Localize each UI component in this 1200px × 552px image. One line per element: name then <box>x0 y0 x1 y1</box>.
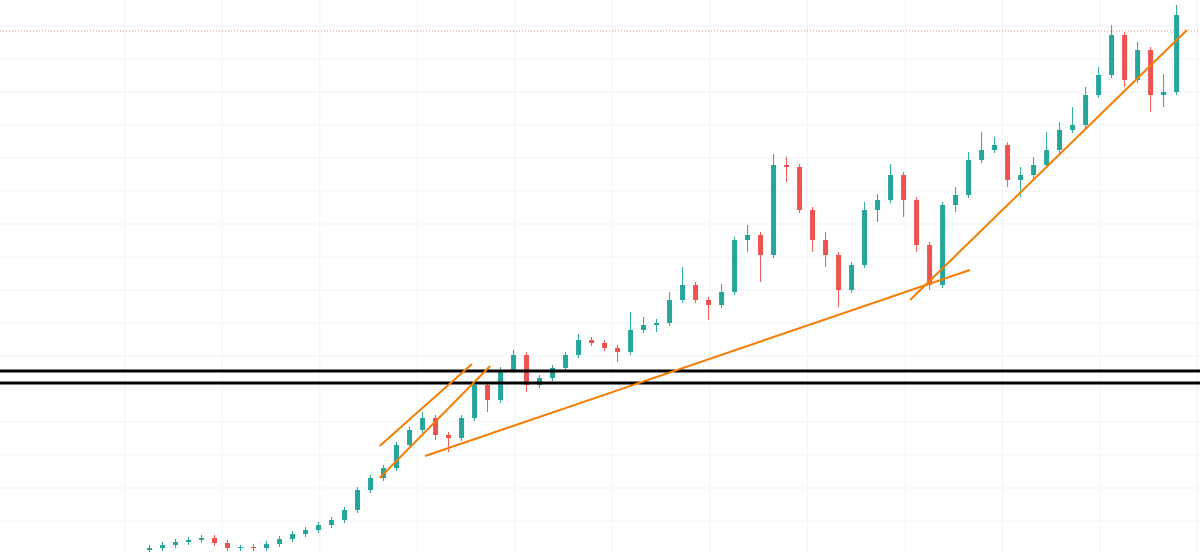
candle-body <box>823 240 829 255</box>
candle-body <box>1057 130 1063 150</box>
candle-body <box>290 534 296 539</box>
candle-body <box>264 544 270 548</box>
candle-body <box>147 548 153 550</box>
candle-body <box>1096 75 1102 95</box>
candle-body <box>680 285 686 300</box>
candle-body <box>862 210 868 265</box>
candle-body <box>472 385 478 418</box>
candle-body <box>550 368 556 378</box>
trend-line <box>378 365 491 479</box>
candle-body <box>1031 165 1037 175</box>
candle-body <box>563 355 569 368</box>
candle-body <box>368 478 374 490</box>
candle-body <box>225 543 231 548</box>
candle-body <box>745 235 751 240</box>
candle-body <box>1005 145 1011 180</box>
candle-body <box>303 530 309 534</box>
candle-body <box>901 175 907 200</box>
candle-body <box>1161 92 1167 95</box>
candle-body <box>849 265 855 290</box>
candle-body <box>446 435 452 438</box>
candle-body <box>277 539 283 544</box>
candle-body <box>173 542 179 545</box>
candle-body <box>953 195 959 205</box>
candle-body <box>615 348 621 352</box>
candle-body <box>342 510 348 520</box>
candle-body <box>1148 50 1154 95</box>
candle-body <box>433 418 439 435</box>
candle-body <box>1135 50 1141 80</box>
candle-body <box>641 325 647 330</box>
candle-body <box>355 490 361 510</box>
trend-line <box>909 29 1188 301</box>
candle-body <box>1109 35 1115 75</box>
candle-body <box>758 235 764 255</box>
candle-body <box>212 538 218 543</box>
candle-body <box>1122 35 1128 80</box>
candle-body <box>693 285 699 300</box>
candle-body <box>1174 15 1180 92</box>
candle-body <box>1018 175 1024 180</box>
candle-body <box>706 300 712 305</box>
candle-body <box>459 418 465 438</box>
candle-body <box>576 340 582 355</box>
candle-body <box>719 292 725 305</box>
candle-body <box>589 340 595 343</box>
trend-line <box>424 269 971 457</box>
candle-body <box>1083 95 1089 125</box>
candle-body <box>1044 150 1050 165</box>
candle-body <box>654 323 660 325</box>
candle-body <box>836 255 842 290</box>
candle-body <box>186 540 192 542</box>
candle-body <box>1070 125 1076 130</box>
candle-body <box>420 418 426 430</box>
candle-body <box>498 370 504 400</box>
candle-body <box>394 445 400 468</box>
candle-body <box>160 545 166 548</box>
candle-body <box>992 145 998 150</box>
trend-line <box>378 363 473 447</box>
candle-body <box>940 205 946 285</box>
candle-body <box>251 547 257 548</box>
candle-body <box>667 300 673 323</box>
candle-body <box>797 167 803 210</box>
candle-body <box>927 245 933 285</box>
candle-body <box>628 330 634 352</box>
candle-body <box>199 538 205 540</box>
candle-body <box>511 355 517 370</box>
candle-body <box>771 165 777 255</box>
candle-body <box>784 165 790 167</box>
candle-body <box>810 210 816 240</box>
candle-body <box>979 150 985 160</box>
candle-body <box>485 385 491 400</box>
candle-body <box>602 343 608 348</box>
candle-body <box>238 547 244 548</box>
candle-body <box>875 200 881 210</box>
candle-body <box>407 430 413 445</box>
candle-body <box>316 525 322 530</box>
candle-body <box>732 240 738 292</box>
candle-body <box>329 520 335 525</box>
candle-body <box>966 160 972 195</box>
candle-body <box>888 175 894 200</box>
candle-body <box>914 200 920 245</box>
